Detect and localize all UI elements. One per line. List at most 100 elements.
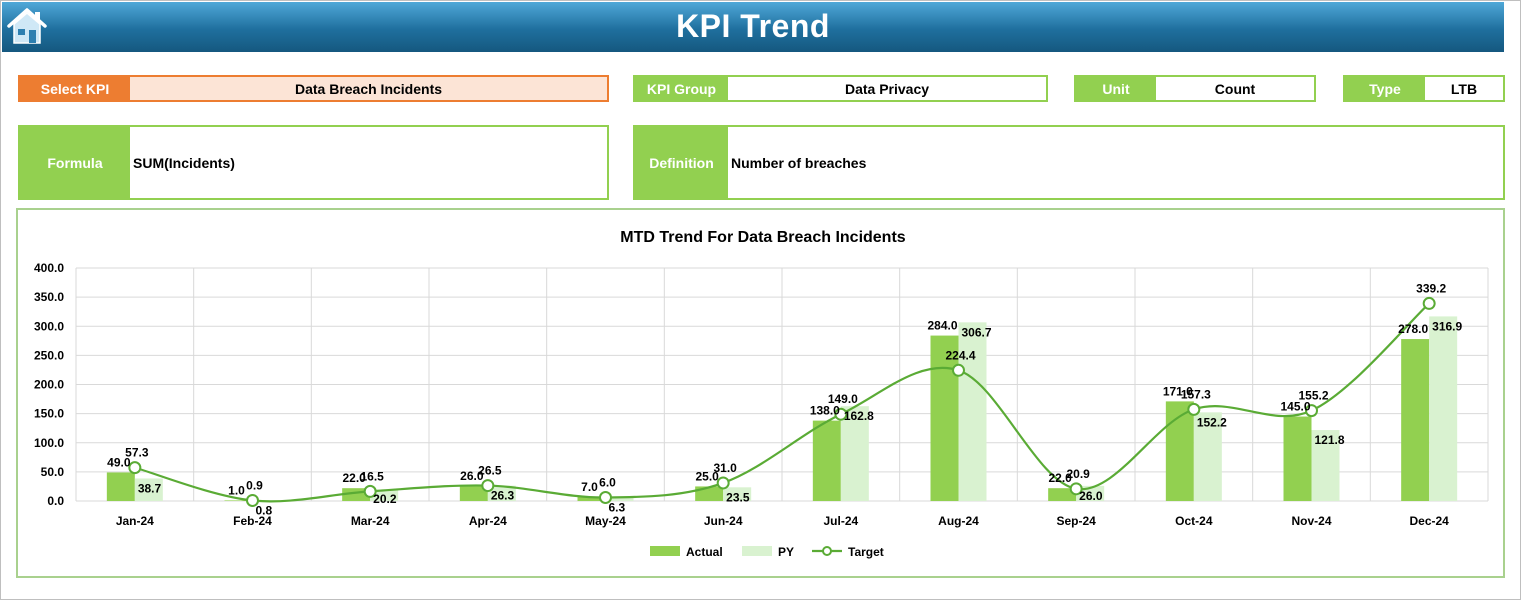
formula-box: Formula SUM(Incidents)	[18, 125, 609, 200]
target-data-label: 26.5	[478, 464, 502, 478]
actual-data-label: 145.0	[1280, 400, 1310, 414]
y-tick-label: 300.0	[34, 319, 64, 333]
py-data-label: 6.3	[609, 500, 626, 514]
actual-bar	[930, 335, 959, 501]
target-point	[1187, 402, 1201, 416]
legend-py-label: PY	[778, 545, 794, 559]
actual-data-label: 278.0	[1398, 322, 1428, 336]
x-tick-label: Aug-24	[938, 514, 979, 528]
home-icon[interactable]	[6, 6, 48, 46]
py-data-label: 26.3	[491, 489, 515, 503]
definition-value: Number of breaches	[731, 154, 867, 171]
actual-bar	[1165, 401, 1194, 501]
definition-label: Definition	[635, 127, 728, 198]
py-bar	[1311, 430, 1340, 501]
target-data-label: 157.3	[1181, 387, 1211, 401]
unit-label: Unit	[1076, 77, 1156, 100]
actual-data-label: 171.0	[1163, 384, 1193, 398]
target-data-label: 149.0	[828, 392, 858, 406]
target-data-label: 16.5	[360, 469, 384, 483]
y-tick-label: 0.0	[47, 494, 64, 508]
target-data-label: 224.4	[945, 348, 975, 362]
actual-data-label: 49.0	[107, 455, 131, 469]
target-data-label: 31.0	[713, 461, 737, 475]
actual-bar	[1401, 339, 1430, 501]
y-tick-label: 350.0	[34, 290, 64, 304]
py-data-label: 0.8	[256, 504, 273, 518]
formula-value: SUM(Incidents)	[133, 154, 235, 171]
py-data-label: 23.5	[726, 490, 750, 504]
page-title: KPI Trend	[676, 8, 830, 44]
x-tick-label: Jul-24	[823, 514, 858, 528]
actual-data-label: 22.0	[1048, 471, 1072, 485]
definition-box: Definition Number of breaches	[633, 125, 1505, 200]
target-point	[246, 493, 259, 507]
py-bar	[134, 478, 163, 501]
actual-bar	[459, 485, 488, 501]
x-tick-label: Oct-24	[1175, 514, 1213, 528]
actual-data-label: 26.0	[460, 469, 484, 483]
py-bar	[370, 489, 399, 501]
unit-field: Unit Count	[1074, 75, 1316, 102]
actual-bar	[1048, 488, 1077, 501]
kpi-group-value: Data Privacy	[728, 77, 1046, 100]
actual-data-label: 138.0	[810, 404, 840, 418]
py-bar	[958, 322, 987, 501]
x-tick-label: May-24	[585, 514, 626, 528]
type-value: LTB	[1425, 77, 1503, 100]
chart-panel: MTD Trend For Data Breach Incidents 0.0 5…	[16, 208, 1505, 578]
target-data-label: 20.9	[1066, 467, 1090, 481]
select-kpi-dropdown[interactable]: Data Breach Incidents	[130, 77, 607, 100]
py-bar	[487, 485, 516, 501]
actual-data-label: 22.0	[342, 471, 366, 485]
actual-bar	[577, 496, 606, 501]
actual-bar	[695, 486, 724, 501]
actual-data-label: 25.0	[695, 469, 719, 483]
target-data-label: 155.2	[1298, 389, 1328, 403]
target-data-label: 339.2	[1416, 281, 1446, 295]
legend-target-marker	[822, 546, 832, 556]
x-tick-label: Jun-24	[704, 514, 743, 528]
py-data-label: 306.7	[962, 325, 992, 339]
target-point	[363, 484, 377, 498]
py-data-label: 121.8	[1315, 433, 1345, 447]
x-tick-label: Nov-24	[1291, 514, 1331, 528]
type-field: Type LTB	[1343, 75, 1505, 102]
select-kpi-label: Select KPI	[20, 77, 130, 100]
x-tick-label: Feb-24	[233, 514, 272, 528]
x-tick-label: Dec-24	[1409, 514, 1449, 528]
py-data-label: 316.9	[1432, 319, 1462, 333]
target-point	[599, 491, 612, 505]
py-data-label: 162.8	[844, 409, 874, 423]
actual-bar	[224, 500, 253, 501]
actual-data-label: 7.0	[581, 480, 598, 494]
legend-py-swatch	[742, 546, 772, 556]
py-data-label: 38.7	[138, 481, 162, 495]
kpi-group-field: KPI Group Data Privacy	[633, 75, 1048, 102]
kpi-group-label: KPI Group	[635, 77, 728, 100]
y-tick-label: 250.0	[34, 348, 64, 362]
x-tick-label: Jan-24	[116, 514, 154, 528]
x-tick-label: Apr-24	[469, 514, 507, 528]
legend-actual-swatch	[650, 546, 680, 556]
y-tick-label: 50.0	[41, 465, 65, 479]
actual-bar	[106, 472, 135, 501]
type-label: Type	[1345, 77, 1425, 100]
target-point	[1422, 296, 1436, 310]
target-point	[834, 407, 848, 421]
x-tick-label: Sep-24	[1056, 514, 1096, 528]
py-bar	[605, 497, 634, 501]
py-bar	[840, 406, 869, 501]
chart-title: MTD Trend For Data Breach Incidents	[620, 229, 905, 246]
target-point	[128, 461, 142, 475]
legend-target-label: Target	[848, 545, 884, 559]
actual-bar	[812, 420, 841, 501]
target-point	[716, 476, 730, 490]
target-point	[1305, 404, 1318, 418]
py-bar	[1193, 412, 1222, 501]
y-tick-label: 150.0	[34, 407, 64, 421]
py-bar	[1429, 316, 1458, 501]
py-data-label: 26.0	[1079, 489, 1103, 503]
header-bar: KPI Trend	[2, 2, 1504, 52]
unit-value: Count	[1156, 77, 1314, 100]
